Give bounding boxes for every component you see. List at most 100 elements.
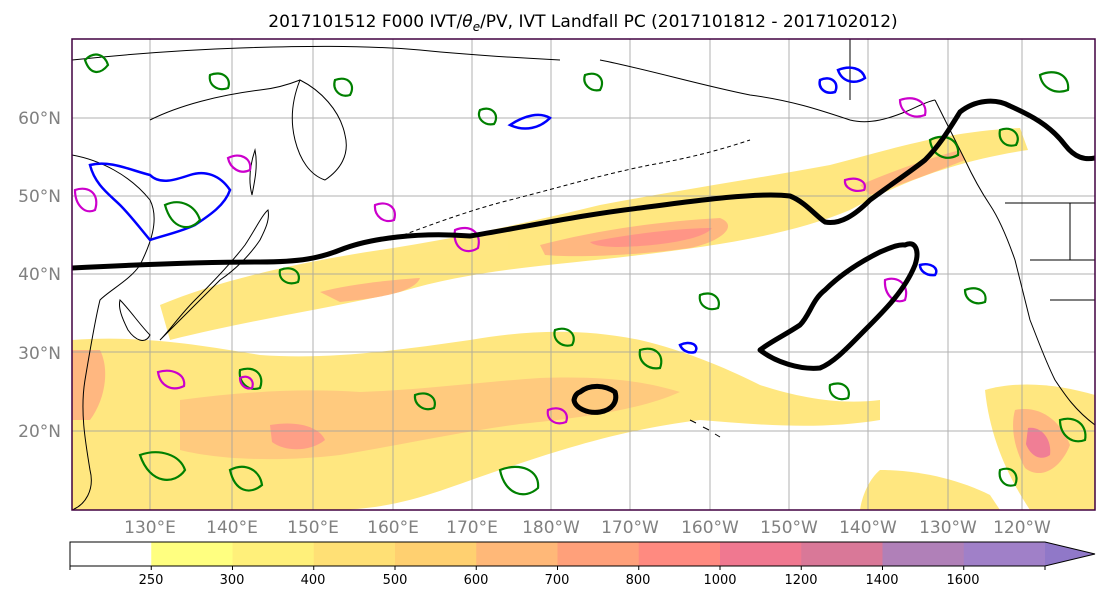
colorbar-tick-label: 1000 <box>703 573 736 588</box>
longitude-labels: 130°E 140°E 150°E 160°E 170°E 180°W 170°… <box>124 518 1051 538</box>
coast-bc-pnw <box>934 99 1095 426</box>
colorbar-tick-label: 300 <box>220 573 245 588</box>
colorbar-segment <box>70 542 152 566</box>
lat-label-20n: 20°N <box>18 422 61 442</box>
ivt-northern-ar-max <box>590 228 712 247</box>
pv-contour-6 <box>1038 71 1070 93</box>
pv-magenta-contour-4 <box>453 226 480 253</box>
pv-magenta-contour-2 <box>226 154 252 173</box>
pv-contour-7 <box>998 127 1019 147</box>
colorbar-tick-label: 1200 <box>784 573 817 588</box>
landfall-pc-contours <box>72 98 1095 415</box>
gridlines <box>72 39 1095 510</box>
colorbar-tick-label: 1600 <box>946 573 979 588</box>
coast-okhotsk <box>149 79 301 121</box>
pv-contour-18 <box>963 287 987 305</box>
map-title: 2017101512 F000 IVT/θe/PV, IVT Landfall … <box>268 12 897 34</box>
coast-korea <box>119 299 151 341</box>
colorbar-segments <box>70 542 1095 566</box>
theta-e-contour-e <box>918 263 938 277</box>
theta-e-contour-a <box>507 113 553 130</box>
pv-contour-1 <box>83 53 110 73</box>
pv-magenta-contour-9 <box>238 375 254 390</box>
landfall-pc-contour-small <box>571 383 619 415</box>
colorbar-segment <box>313 542 396 566</box>
colorbar-segment <box>801 542 883 566</box>
coast-east-asia <box>72 154 155 510</box>
lon-label-130w: 130°W <box>919 518 977 538</box>
lat-label-30n: 30°N <box>18 344 61 364</box>
lon-label-130e: 130°E <box>124 518 176 538</box>
ivt-west-edge <box>72 350 106 420</box>
lon-label-160e: 160°E <box>367 518 419 538</box>
lat-label-60n: 60°N <box>18 109 61 129</box>
coastlines <box>72 39 1095 510</box>
theta-e-contour-b <box>836 66 867 83</box>
pv-contour-4 <box>477 107 498 126</box>
colorbar-segment <box>882 542 965 566</box>
colorbar-segment <box>963 542 1046 566</box>
border-us-states <box>1030 203 1095 301</box>
colorbar-tick-label: 600 <box>464 573 489 588</box>
pv-magenta-contours <box>73 97 927 425</box>
theta-e-contour-d <box>678 341 698 354</box>
colorbar-extend-arrow <box>1045 542 1095 566</box>
theta-e-contour-ne-asia <box>88 162 232 242</box>
pv-magenta-contour-10 <box>546 407 568 425</box>
ivt-southern-max <box>270 423 325 450</box>
pv-contour-10 <box>553 327 575 347</box>
lon-label-150w: 150°W <box>760 518 818 538</box>
pv-contour-11 <box>638 347 663 370</box>
map-layers <box>72 39 1095 510</box>
pv-contour-8 <box>163 201 202 229</box>
lon-label-180w: 180°W <box>522 518 580 538</box>
pv-contour-16 <box>998 467 1018 487</box>
colorbar-tick-labels: 250 300 400 500 600 700 800 1000 1200 14… <box>139 573 980 588</box>
lat-label-40n: 40°N <box>18 265 61 285</box>
theta-e-contour-c <box>818 77 838 94</box>
ivt-hawaii-east <box>860 470 1000 510</box>
coast-sakhalin <box>249 148 257 196</box>
lon-label-140w: 140°W <box>839 518 897 538</box>
pv-contour-17 <box>1058 417 1087 443</box>
lon-label-160w: 160°W <box>681 518 739 538</box>
pv-magenta-contour-8 <box>156 369 186 390</box>
coast-alaska <box>599 59 936 123</box>
lon-label-170w: 170°W <box>601 518 659 538</box>
ivt-west-core <box>320 278 420 302</box>
colorbar-tick-label: 250 <box>139 573 164 588</box>
pv-contour-14 <box>228 465 264 492</box>
colorbar-segment <box>151 542 233 566</box>
pv-contour-3 <box>333 77 354 97</box>
colorbar-segment <box>395 542 477 566</box>
lon-label-120w: 120°W <box>993 518 1051 538</box>
border-us-canada <box>849 39 1095 204</box>
colorbar-tick-label: 700 <box>545 573 570 588</box>
pv-contour-2 <box>208 72 230 91</box>
pv-magenta-contour-6 <box>883 277 908 303</box>
landfall-pc-contour-main <box>72 98 1095 271</box>
pv-contour-5 <box>583 72 604 92</box>
map-frame <box>71 38 1096 511</box>
ivt-fill <box>72 128 1095 510</box>
pv-magenta-contour-7 <box>898 97 927 118</box>
coast-hawaii <box>689 419 721 438</box>
landfall-pc-contour-loop <box>757 241 920 371</box>
colorbar-segment <box>638 542 721 566</box>
ivt-east-tropical-max <box>1026 427 1051 458</box>
pv-contour-21 <box>698 292 720 311</box>
pv-magenta-contour-5 <box>843 177 866 192</box>
colorbar-segment <box>232 542 315 566</box>
colorbar-tick-label: 800 <box>626 573 651 588</box>
colorbar-tick-label: 400 <box>301 573 326 588</box>
pv-contour-12 <box>498 465 540 496</box>
colorbar-segment <box>476 542 558 566</box>
lon-label-140e: 140°E <box>206 518 258 538</box>
colorbar-tick-label: 1400 <box>865 573 898 588</box>
coast-kamchatka <box>291 79 347 181</box>
colorbar-tick-label: 500 <box>383 573 408 588</box>
coast-japan <box>159 209 269 341</box>
pv-contour-13 <box>138 451 187 481</box>
pv-magenta-contour-1 <box>73 187 98 213</box>
